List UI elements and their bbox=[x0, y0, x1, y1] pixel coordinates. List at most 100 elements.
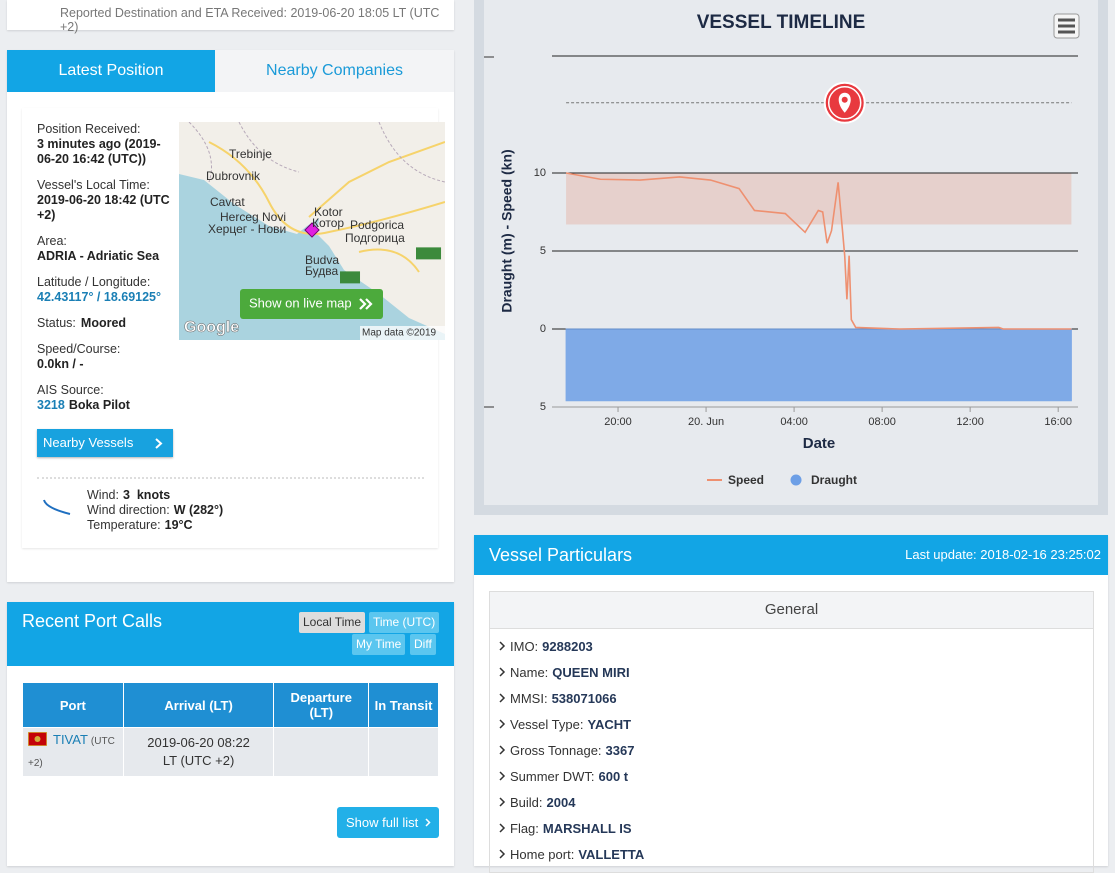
field-value-row: 3218 Boka Pilot bbox=[37, 398, 177, 413]
particular-row: Name: QUEEN MIRI bbox=[498, 660, 644, 686]
particular-value: VALLETTA bbox=[578, 847, 645, 862]
weather-label: Temperature: bbox=[87, 518, 161, 532]
field-label: Position Received: bbox=[37, 122, 141, 136]
field-link[interactable]: 3218 bbox=[37, 398, 65, 412]
roads bbox=[208, 141, 445, 273]
field-value-row: 0.0kn / - bbox=[37, 357, 177, 372]
particular-value: MARSHALL IS bbox=[542, 821, 632, 836]
road-shield bbox=[416, 247, 442, 260]
notice: Reported Destination and ETA Received: 2… bbox=[60, 6, 440, 34]
particular-row: Summer DWT: 600 t bbox=[498, 764, 644, 790]
particulars-card: Vessel Particulars Last update: 2018-02-… bbox=[474, 535, 1108, 873]
chevron-path bbox=[499, 797, 506, 807]
x-tick-label: 08:00 bbox=[868, 416, 896, 428]
vessel-marker[interactable] bbox=[304, 222, 320, 238]
map-label: Herceg Novi bbox=[220, 210, 286, 224]
field-link[interactable]: 42.43117° / 18.69125° bbox=[37, 290, 161, 304]
particular-row: Flag: MARSHALL IS bbox=[498, 816, 644, 842]
y-tick-label: 0 bbox=[540, 323, 546, 335]
chevron bbox=[499, 797, 506, 807]
particular-value: 3367 bbox=[605, 743, 635, 758]
chevron-path bbox=[499, 693, 506, 703]
y-tick-label: 10 bbox=[534, 167, 546, 179]
show-full-label[interactable]: Show full list bbox=[346, 815, 419, 830]
weather-label: Wind direction: bbox=[87, 503, 170, 517]
particular-label: IMO: bbox=[510, 639, 539, 654]
particular-label: Home port: bbox=[510, 847, 575, 862]
particular-label: MMSI: bbox=[510, 691, 548, 706]
x-tick-label: 12:00 bbox=[956, 416, 984, 428]
field: Speed/Course: 0.0kn / - bbox=[37, 342, 177, 372]
field-label: Latitude / Longitude: bbox=[37, 275, 151, 289]
field: Status: Moored bbox=[37, 316, 177, 331]
particular-row: Home port: VALLETTA bbox=[498, 842, 644, 868]
time-button[interactable]: Time (UTC) bbox=[369, 612, 440, 633]
arrival-cell: 2019-06-20 08:22 LT (UTC +2) bbox=[122, 727, 275, 777]
field: Latitude / Longitude: 42.43117° / 18.6912… bbox=[37, 275, 177, 305]
nearby-vessels-button[interactable]: Nearby Vessels bbox=[37, 429, 173, 457]
field-value: 2019-06-20 18:42 (UTC +2) bbox=[37, 193, 170, 222]
weather-value: W (282°) bbox=[173, 503, 224, 517]
particular-row: IMO: 9288203 bbox=[498, 634, 644, 660]
chevrons bbox=[359, 298, 373, 310]
plot-band bbox=[566, 173, 1072, 225]
tab[interactable]: Nearby Companies bbox=[215, 50, 454, 92]
chevron-path bbox=[499, 745, 506, 755]
map-credit: Map data ©2019 bbox=[362, 328, 437, 339]
last-update: Last update: 2018-02-16 23:25:02 bbox=[905, 547, 1101, 562]
map-label: Котор bbox=[312, 216, 344, 230]
time-button[interactable]: My Time bbox=[352, 634, 406, 655]
chart-body: VESSEL TIMELINE 10 5 0 5 20:00 20. Jun 04:00 08:… bbox=[474, 0, 1108, 515]
chevron bbox=[499, 667, 506, 677]
weather-value: 3 knots bbox=[122, 488, 171, 502]
notice-card: Reported Destination and ETA Received: 2… bbox=[7, 0, 454, 34]
google-logo: Google bbox=[184, 319, 239, 336]
field-label: Speed/Course: bbox=[37, 342, 121, 356]
general-header: General bbox=[490, 592, 1093, 629]
column-header: Departure (LT) bbox=[273, 682, 370, 728]
live-map-button[interactable] bbox=[240, 289, 383, 319]
particular-label: Name: bbox=[510, 665, 549, 680]
chevron bbox=[425, 818, 431, 827]
chevron bbox=[499, 641, 506, 651]
particulars-rows: IMO: 9288203 Name: QUEEN MIRI MMSI: 538071066… bbox=[498, 634, 644, 868]
weather-value: 19°C bbox=[164, 518, 193, 532]
vessel-timeline: VESSEL TIMELINE 10 5 0 5 20:00 20. Jun 04:00 08:… bbox=[474, 0, 1108, 515]
show-full-button[interactable]: Show full list bbox=[337, 807, 439, 838]
particular-value: QUEEN MIRI bbox=[552, 665, 630, 680]
chevron bbox=[499, 823, 506, 833]
field: Area: ADRIA - Adriatic Sea bbox=[37, 234, 177, 264]
column-header: In Transit bbox=[368, 682, 439, 728]
map-label: Херцег - Нови bbox=[208, 222, 286, 236]
y-tick-label: 5 bbox=[540, 245, 546, 257]
map-label: Подгорица bbox=[345, 231, 405, 245]
map-label: Trebinje bbox=[229, 147, 272, 161]
chart-area bbox=[484, 0, 1098, 505]
position-fields: Position Received: 3 minutes ago (2019-06… bbox=[37, 122, 177, 424]
column-header: Port bbox=[22, 682, 124, 728]
borders bbox=[188, 122, 445, 183]
wind-icon bbox=[43, 499, 71, 515]
chevron-path bbox=[499, 667, 506, 677]
credit-bg bbox=[360, 326, 445, 340]
chevron bbox=[499, 693, 506, 703]
time-button[interactable]: Diff bbox=[410, 634, 436, 655]
chevron bbox=[499, 849, 506, 859]
live-map-label[interactable]: Show on live map bbox=[249, 295, 352, 310]
x-tick-label: 20. Jun bbox=[688, 416, 724, 428]
separator bbox=[37, 477, 424, 479]
time-button[interactable]: Local Time bbox=[299, 612, 366, 633]
chevron bbox=[499, 719, 506, 729]
particular-label: Vessel Type: bbox=[510, 717, 584, 732]
field: AIS Source: 3218 Boka Pilot bbox=[37, 383, 177, 413]
map-label: Cavtat bbox=[210, 195, 245, 209]
particulars-header bbox=[474, 535, 1108, 575]
flag-emblem bbox=[34, 736, 41, 742]
port-link[interactable]: TIVAT bbox=[53, 732, 88, 747]
nearby-label[interactable]: Nearby Vessels bbox=[43, 435, 134, 450]
chevron-path bbox=[499, 641, 506, 651]
header-row: Port Arrival (LT) Departure (LT) In Transit bbox=[22, 682, 439, 728]
tab-active[interactable]: Latest Position bbox=[7, 50, 215, 92]
